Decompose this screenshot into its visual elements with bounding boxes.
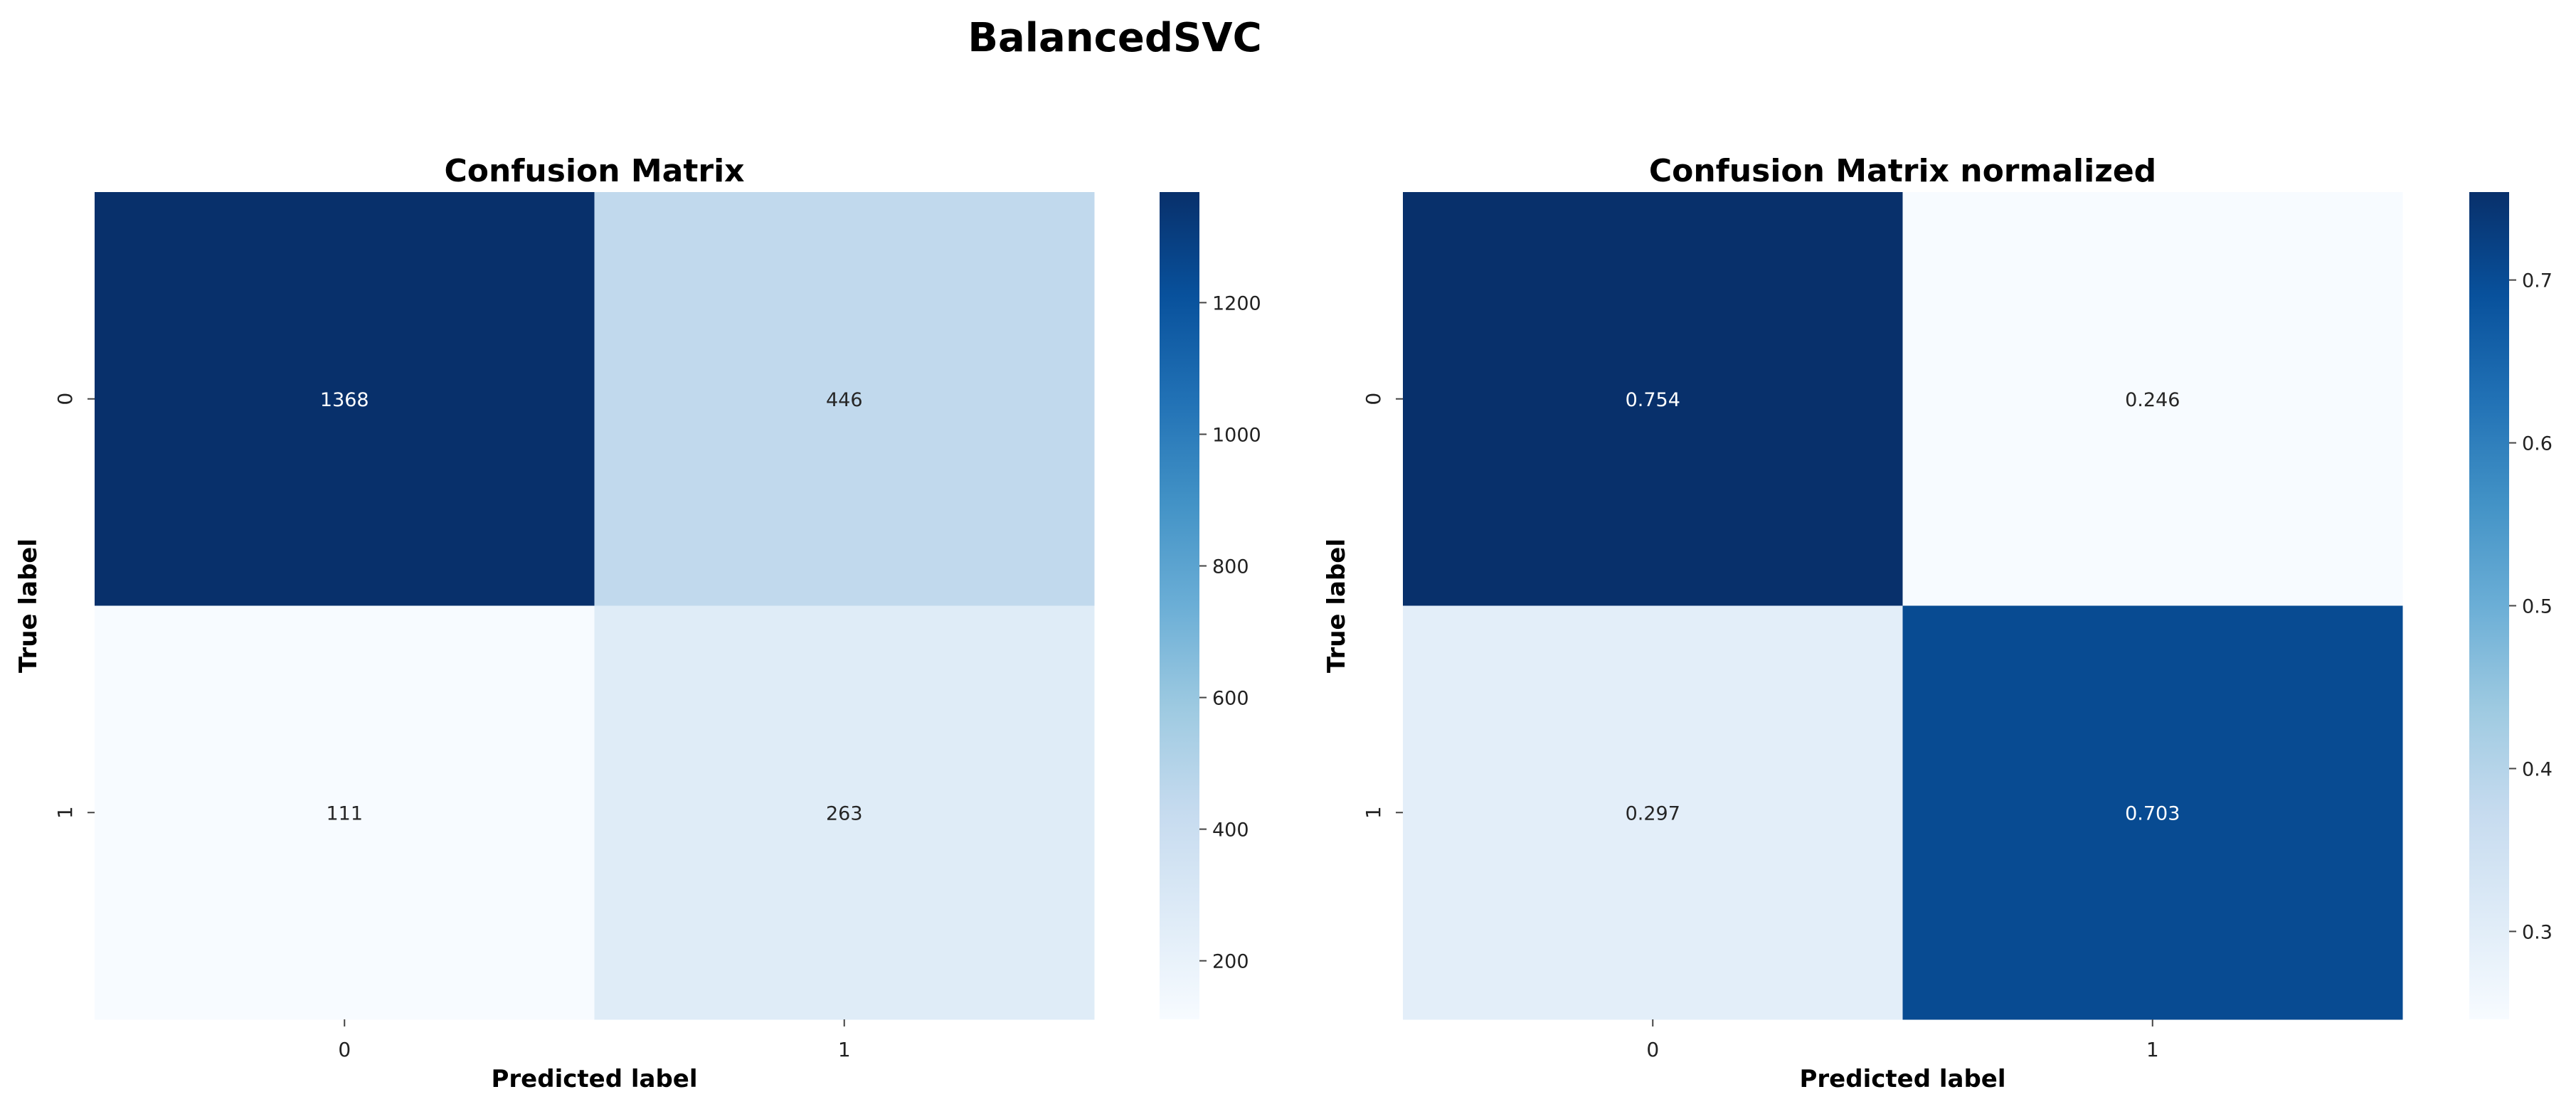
heatmap-cell: [594, 192, 1095, 606]
colorbar-tick-label: 1200: [1212, 292, 1261, 314]
cell-annotation: 111: [326, 802, 363, 824]
y-tick-label: 0: [1362, 393, 1385, 405]
colorbar-tick-label: 0.7: [2522, 270, 2553, 292]
colorbar-tick-label: 600: [1212, 688, 1249, 710]
cell-annotation: 446: [826, 389, 863, 411]
heatmap-cell: [594, 605, 1095, 1020]
cell-annotation: 0.246: [2125, 389, 2180, 411]
chart-title: Confusion Matrix: [444, 153, 744, 189]
cell-annotation: 1368: [320, 389, 369, 411]
heatmap-cell: [95, 605, 595, 1020]
colorbar-tick-label: 0.4: [2522, 758, 2553, 780]
y-axis-label: True label: [14, 538, 43, 673]
cell-annotation: 263: [826, 802, 863, 824]
x-tick-label: 0: [1646, 1038, 1659, 1061]
colorbar-tick-label: 1000: [1212, 424, 1261, 446]
colorbar-tick-label: 0.5: [2522, 596, 2553, 618]
x-axis-label: Predicted label: [491, 1065, 697, 1093]
colorbar-tick-label: 200: [1212, 951, 1249, 973]
heatmap-cell: [95, 192, 595, 606]
chart-title: Confusion Matrix normalized: [1649, 153, 2156, 189]
colorbar-tick-label: 400: [1212, 819, 1249, 842]
heatmap-cell: [1902, 605, 2403, 1020]
confusion-matrix-normalized-panel: Confusion Matrix normalized 0.754 0.246 0.2…: [1323, 153, 2553, 1093]
confusion-matrix-panel: Confusion Matrix 1368 446 111 263 0 1 Predicted…: [14, 153, 1261, 1093]
heatmap-cell: [1403, 605, 1903, 1020]
colorbar-tick-label: 800: [1212, 556, 1249, 578]
y-axis-label: True label: [1323, 538, 1351, 673]
colorbar: [2469, 192, 2509, 1019]
x-tick-label: 0: [338, 1038, 351, 1061]
colorbar-tick-label: 0.3: [2522, 921, 2553, 943]
heatmap-cell: [1403, 192, 1903, 606]
heatmap-cell: [1902, 192, 2403, 606]
colorbar-tick-label: 0.6: [2522, 433, 2553, 455]
figure-suptitle: BalancedSVC: [968, 15, 1261, 61]
colorbar: [1160, 192, 1199, 1019]
y-tick-label: 1: [1362, 806, 1385, 819]
y-tick-label: 1: [53, 806, 77, 819]
x-tick-label: 1: [838, 1038, 851, 1061]
y-tick-label: 0: [53, 393, 77, 405]
x-tick-label: 1: [2146, 1038, 2159, 1061]
cell-annotation: 0.754: [1626, 389, 1680, 411]
cell-annotation: 0.703: [2125, 802, 2180, 824]
x-axis-label: Predicted label: [1799, 1065, 2005, 1093]
cell-annotation: 0.297: [1626, 802, 1680, 824]
